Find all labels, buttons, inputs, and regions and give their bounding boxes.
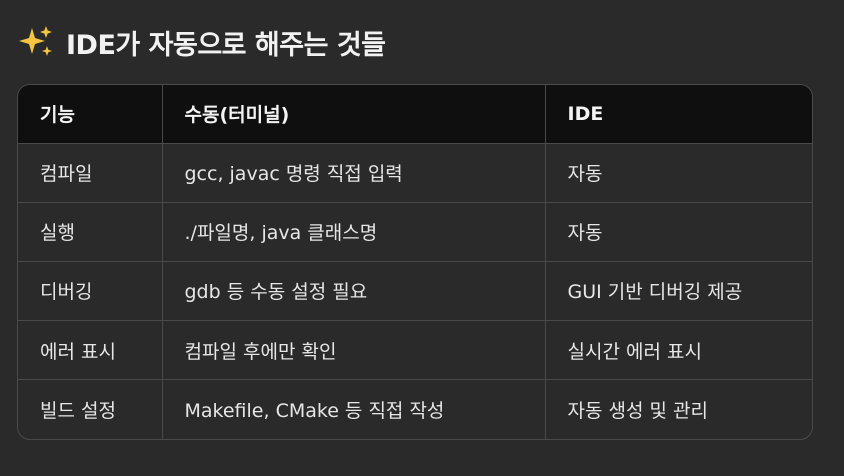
table-cell: 컴파일 후에만 확인: [161, 320, 545, 380]
table-row: 컴파일 gcc, javac 명령 직접 입력 자동: [18, 143, 812, 203]
table-row: 빌드 설정 Makefile, CMake 등 직접 작성 자동 생성 및 관리: [18, 379, 812, 439]
column-header-feature: 기능: [40, 104, 75, 127]
table-cell: gdb 등 수동 설정 필요: [161, 261, 545, 321]
column-header-ide: IDE: [544, 85, 812, 143]
table-cell: 실행: [40, 222, 75, 245]
table-cell: Makefile, CMake 등 직접 작성: [161, 379, 545, 439]
table-header-row: 기능 수동(터미널) IDE: [18, 85, 812, 143]
table-cell: 에러 표시: [40, 340, 116, 363]
heading-title: IDE가 자동으로 해주는 것들: [66, 29, 386, 61]
table-row: 실행 ./파일명, java 클래스명 자동: [18, 202, 812, 262]
table-cell: 자동 생성 및 관리: [544, 379, 812, 439]
table-cell: 빌드 설정: [40, 400, 116, 423]
table-cell: 컴파일: [40, 163, 93, 186]
table-cell: 실시간 에러 표시: [544, 320, 812, 380]
column-header-manual: 수동(터미널): [161, 85, 545, 143]
table-cell: 자동: [544, 143, 812, 203]
table-cell: ./파일명, java 클래스명: [161, 202, 545, 262]
table-cell: 디버깅: [40, 281, 93, 304]
sparkles-icon: [19, 26, 52, 56]
table-row: 디버깅 gdb 등 수동 설정 필요 GUI 기반 디버깅 제공: [18, 261, 812, 321]
table-cell: 자동: [544, 202, 812, 262]
table-cell: GUI 기반 디버깅 제공: [544, 261, 812, 321]
table-cell: gcc, javac 명령 직접 입력: [161, 143, 545, 203]
table-row: 에러 표시 컴파일 후에만 확인 실시간 에러 표시: [18, 320, 812, 380]
comparison-table: 기능 수동(터미널) IDE 컴파일 gcc, javac 명령 직접 입력 자…: [17, 84, 813, 440]
section-heading: IDE가 자동으로 해주는 것들: [18, 20, 386, 64]
